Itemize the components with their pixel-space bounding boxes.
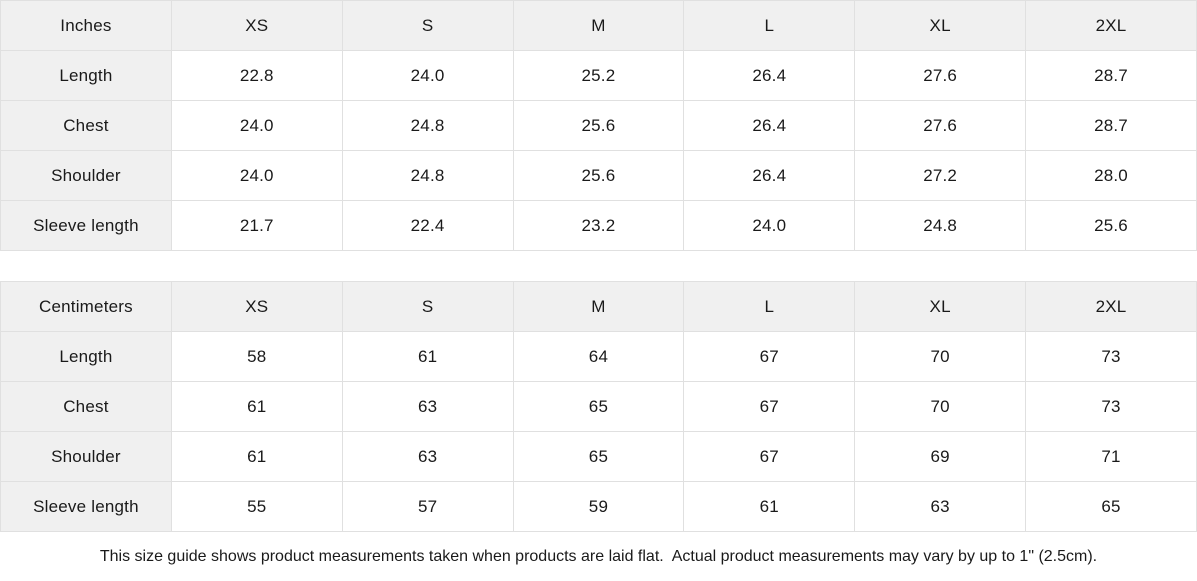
size-col-m: M [512, 0, 685, 51]
cell: 24.8 [854, 200, 1027, 251]
table-row-shoulder: Shoulder 24.0 24.8 25.6 26.4 27.2 28.0 [0, 150, 1197, 201]
size-col-2xl: 2XL [1025, 281, 1197, 332]
cell: 61 [170, 431, 343, 482]
cell: 25.6 [512, 150, 685, 201]
cell: 65 [512, 381, 685, 432]
cell: 65 [512, 431, 685, 482]
cell: 25.6 [512, 100, 685, 151]
cell: 28.7 [1025, 100, 1197, 151]
cell: 67 [683, 331, 856, 382]
cell: 25.6 [1025, 200, 1197, 251]
cell: 24.8 [341, 150, 514, 201]
table-row-length: Length 58 61 64 67 70 73 [0, 331, 1197, 382]
row-label: Shoulder [0, 150, 172, 201]
cell: 28.0 [1025, 150, 1197, 201]
cell: 22.4 [341, 200, 514, 251]
cell: 23.2 [512, 200, 685, 251]
inches-table: Inches XS S M L XL 2XL Length 22.8 24.0 … [0, 0, 1197, 251]
cell: 28.7 [1025, 50, 1197, 101]
cell: 26.4 [683, 150, 856, 201]
table-row-sleeve-length: Sleeve length 55 57 59 61 63 65 [0, 481, 1197, 532]
cell: 25.2 [512, 50, 685, 101]
cell: 61 [683, 481, 856, 532]
cell: 70 [854, 331, 1027, 382]
inches-header-row: Inches XS S M L XL 2XL [0, 0, 1197, 51]
row-label: Shoulder [0, 431, 172, 482]
cell: 21.7 [170, 200, 343, 251]
cell: 63 [341, 431, 514, 482]
cell: 63 [854, 481, 1027, 532]
centimeters-header-row: Centimeters XS S M L XL 2XL [0, 281, 1197, 332]
row-label: Sleeve length [0, 481, 172, 532]
size-col-xl: XL [854, 0, 1027, 51]
size-col-l: L [683, 281, 856, 332]
cell: 73 [1025, 331, 1197, 382]
cell: 64 [512, 331, 685, 382]
footer-note: This size guide shows product measuremen… [0, 532, 1197, 581]
row-label: Sleeve length [0, 200, 172, 251]
cell: 65 [1025, 481, 1197, 532]
cell: 24.0 [683, 200, 856, 251]
cell: 61 [170, 381, 343, 432]
row-label: Length [0, 331, 172, 382]
size-col-s: S [341, 281, 514, 332]
size-col-xl: XL [854, 281, 1027, 332]
table-row-length: Length 22.8 24.0 25.2 26.4 27.6 28.7 [0, 50, 1197, 101]
cell: 22.8 [170, 50, 343, 101]
row-label: Chest [0, 381, 172, 432]
size-col-xs: XS [170, 0, 343, 51]
table-row-shoulder: Shoulder 61 63 65 67 69 71 [0, 431, 1197, 482]
cell: 55 [170, 481, 343, 532]
cell: 24.0 [341, 50, 514, 101]
table-gap [0, 251, 1197, 281]
row-label: Chest [0, 100, 172, 151]
cell: 67 [683, 381, 856, 432]
cell: 27.6 [854, 100, 1027, 151]
size-col-m: M [512, 281, 685, 332]
table-row-sleeve-length: Sleeve length 21.7 22.4 23.2 24.0 24.8 2… [0, 200, 1197, 251]
cell: 67 [683, 431, 856, 482]
row-label: Length [0, 50, 172, 101]
cell: 26.4 [683, 50, 856, 101]
cell: 26.4 [683, 100, 856, 151]
table-row-chest: Chest 61 63 65 67 70 73 [0, 381, 1197, 432]
cell: 27.2 [854, 150, 1027, 201]
cell: 24.0 [170, 150, 343, 201]
cell: 61 [341, 331, 514, 382]
cell: 71 [1025, 431, 1197, 482]
cell: 58 [170, 331, 343, 382]
cell: 27.6 [854, 50, 1027, 101]
cell: 57 [341, 481, 514, 532]
centimeters-table: Centimeters XS S M L XL 2XL Length 58 61… [0, 281, 1197, 532]
cell: 70 [854, 381, 1027, 432]
size-col-2xl: 2XL [1025, 0, 1197, 51]
cell: 24.0 [170, 100, 343, 151]
cell: 24.8 [341, 100, 514, 151]
table-row-chest: Chest 24.0 24.8 25.6 26.4 27.6 28.7 [0, 100, 1197, 151]
unit-label-inches: Inches [0, 0, 172, 51]
size-col-s: S [341, 0, 514, 51]
cell: 63 [341, 381, 514, 432]
unit-label-centimeters: Centimeters [0, 281, 172, 332]
cell: 73 [1025, 381, 1197, 432]
size-col-xs: XS [170, 281, 343, 332]
cell: 69 [854, 431, 1027, 482]
size-col-l: L [683, 0, 856, 51]
cell: 59 [512, 481, 685, 532]
